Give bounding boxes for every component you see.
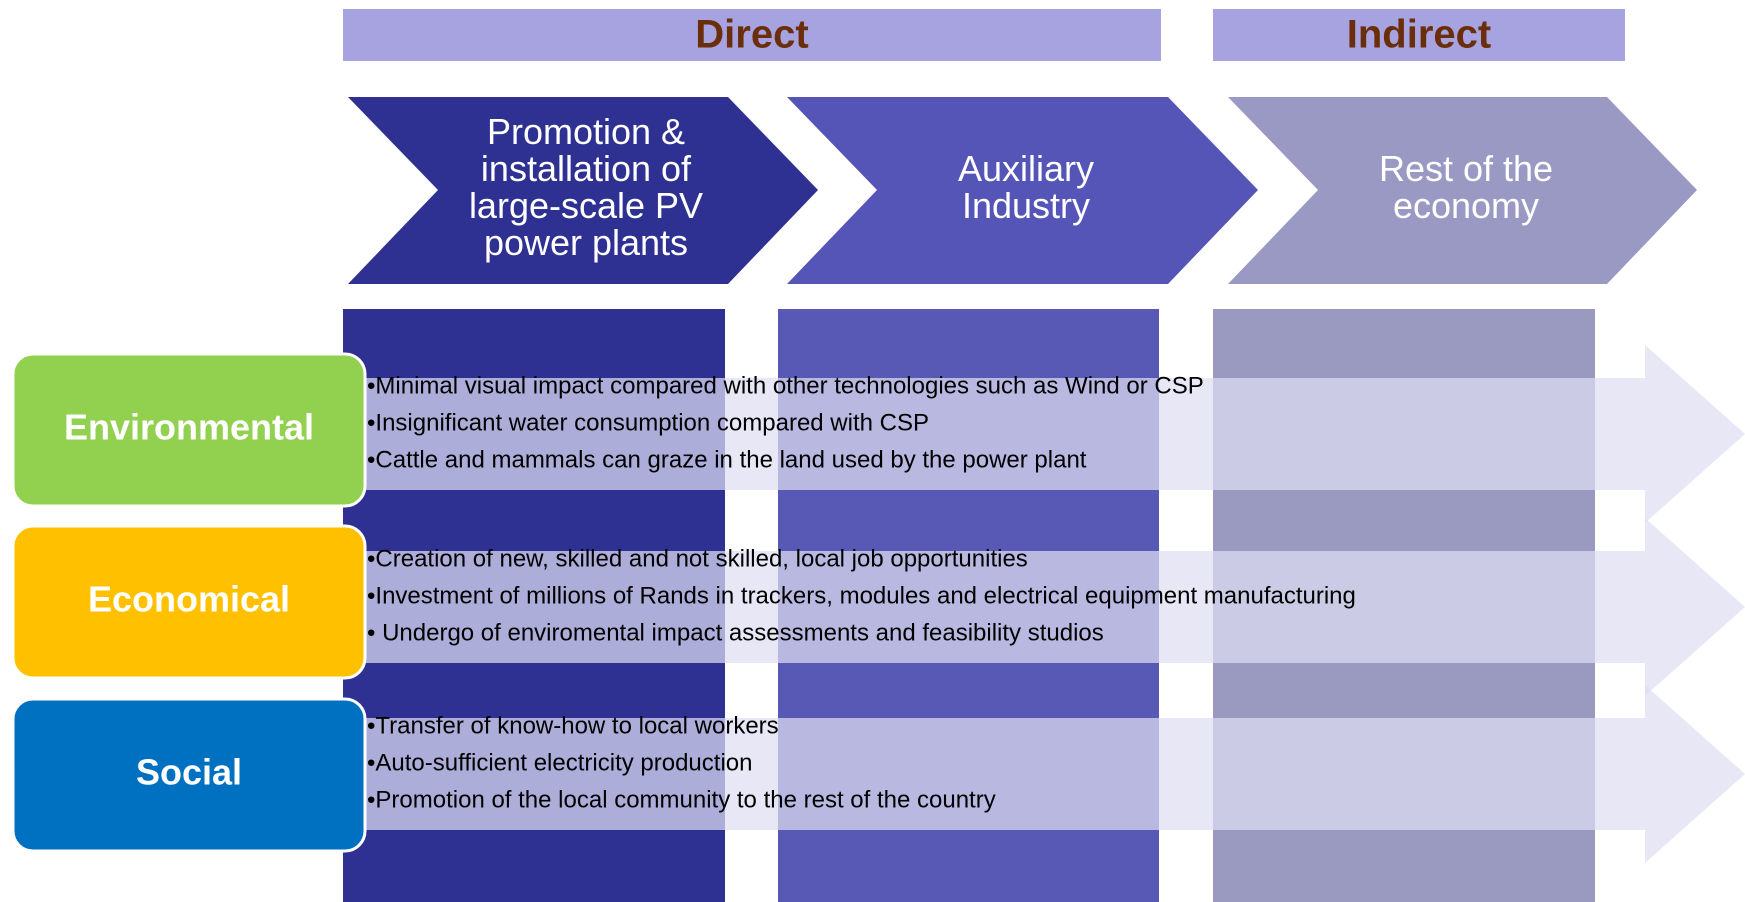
bullet-item: •Auto-sufficient electricity production (367, 749, 752, 776)
stage-label: Rest of the (1379, 148, 1553, 189)
stage-label: Promotion & (487, 111, 685, 152)
category-box (11, 524, 367, 680)
chevron (787, 97, 1258, 284)
stage-label: economy (1393, 185, 1539, 226)
header-label: Indirect (1347, 13, 1491, 57)
stage-label: installation of (481, 148, 692, 189)
stage-label: power plants (484, 222, 688, 263)
row-arrow (365, 345, 1745, 523)
stage-label: Auxiliary (958, 148, 1094, 189)
row-arrow (365, 685, 1745, 863)
chevron (348, 97, 818, 284)
bullet-item: •Creation of new, skilled and not skille… (367, 545, 1028, 572)
category-box (11, 352, 367, 508)
bullet-item: •Investment of millions of Rands in trac… (367, 582, 1356, 609)
direct-header-bar (343, 9, 1161, 61)
stage-label: Industry (962, 185, 1090, 226)
bullet-item: •Promotion of the local community to the… (367, 786, 996, 813)
category-label: Economical (88, 579, 290, 620)
indirect-header-bar (1213, 9, 1625, 61)
category-label: Environmental (64, 407, 314, 448)
bullet-item: •Minimal visual impact compared with oth… (367, 372, 1204, 399)
chevron (1228, 97, 1697, 284)
bullet-item: •Cattle and mammals can graze in the lan… (367, 446, 1087, 473)
row-arrow (365, 518, 1745, 696)
bullet-item: •Transfer of know-how to local workers (367, 712, 779, 739)
category-label: Social (136, 752, 242, 793)
bullet-item: • Undergo of enviromental impact assessm… (367, 619, 1104, 646)
category-box (11, 697, 367, 853)
bullet-item: •Insignificant water consumption compare… (367, 409, 929, 436)
stage-label: large-scale PV (469, 185, 703, 226)
header-label: Direct (695, 13, 808, 57)
